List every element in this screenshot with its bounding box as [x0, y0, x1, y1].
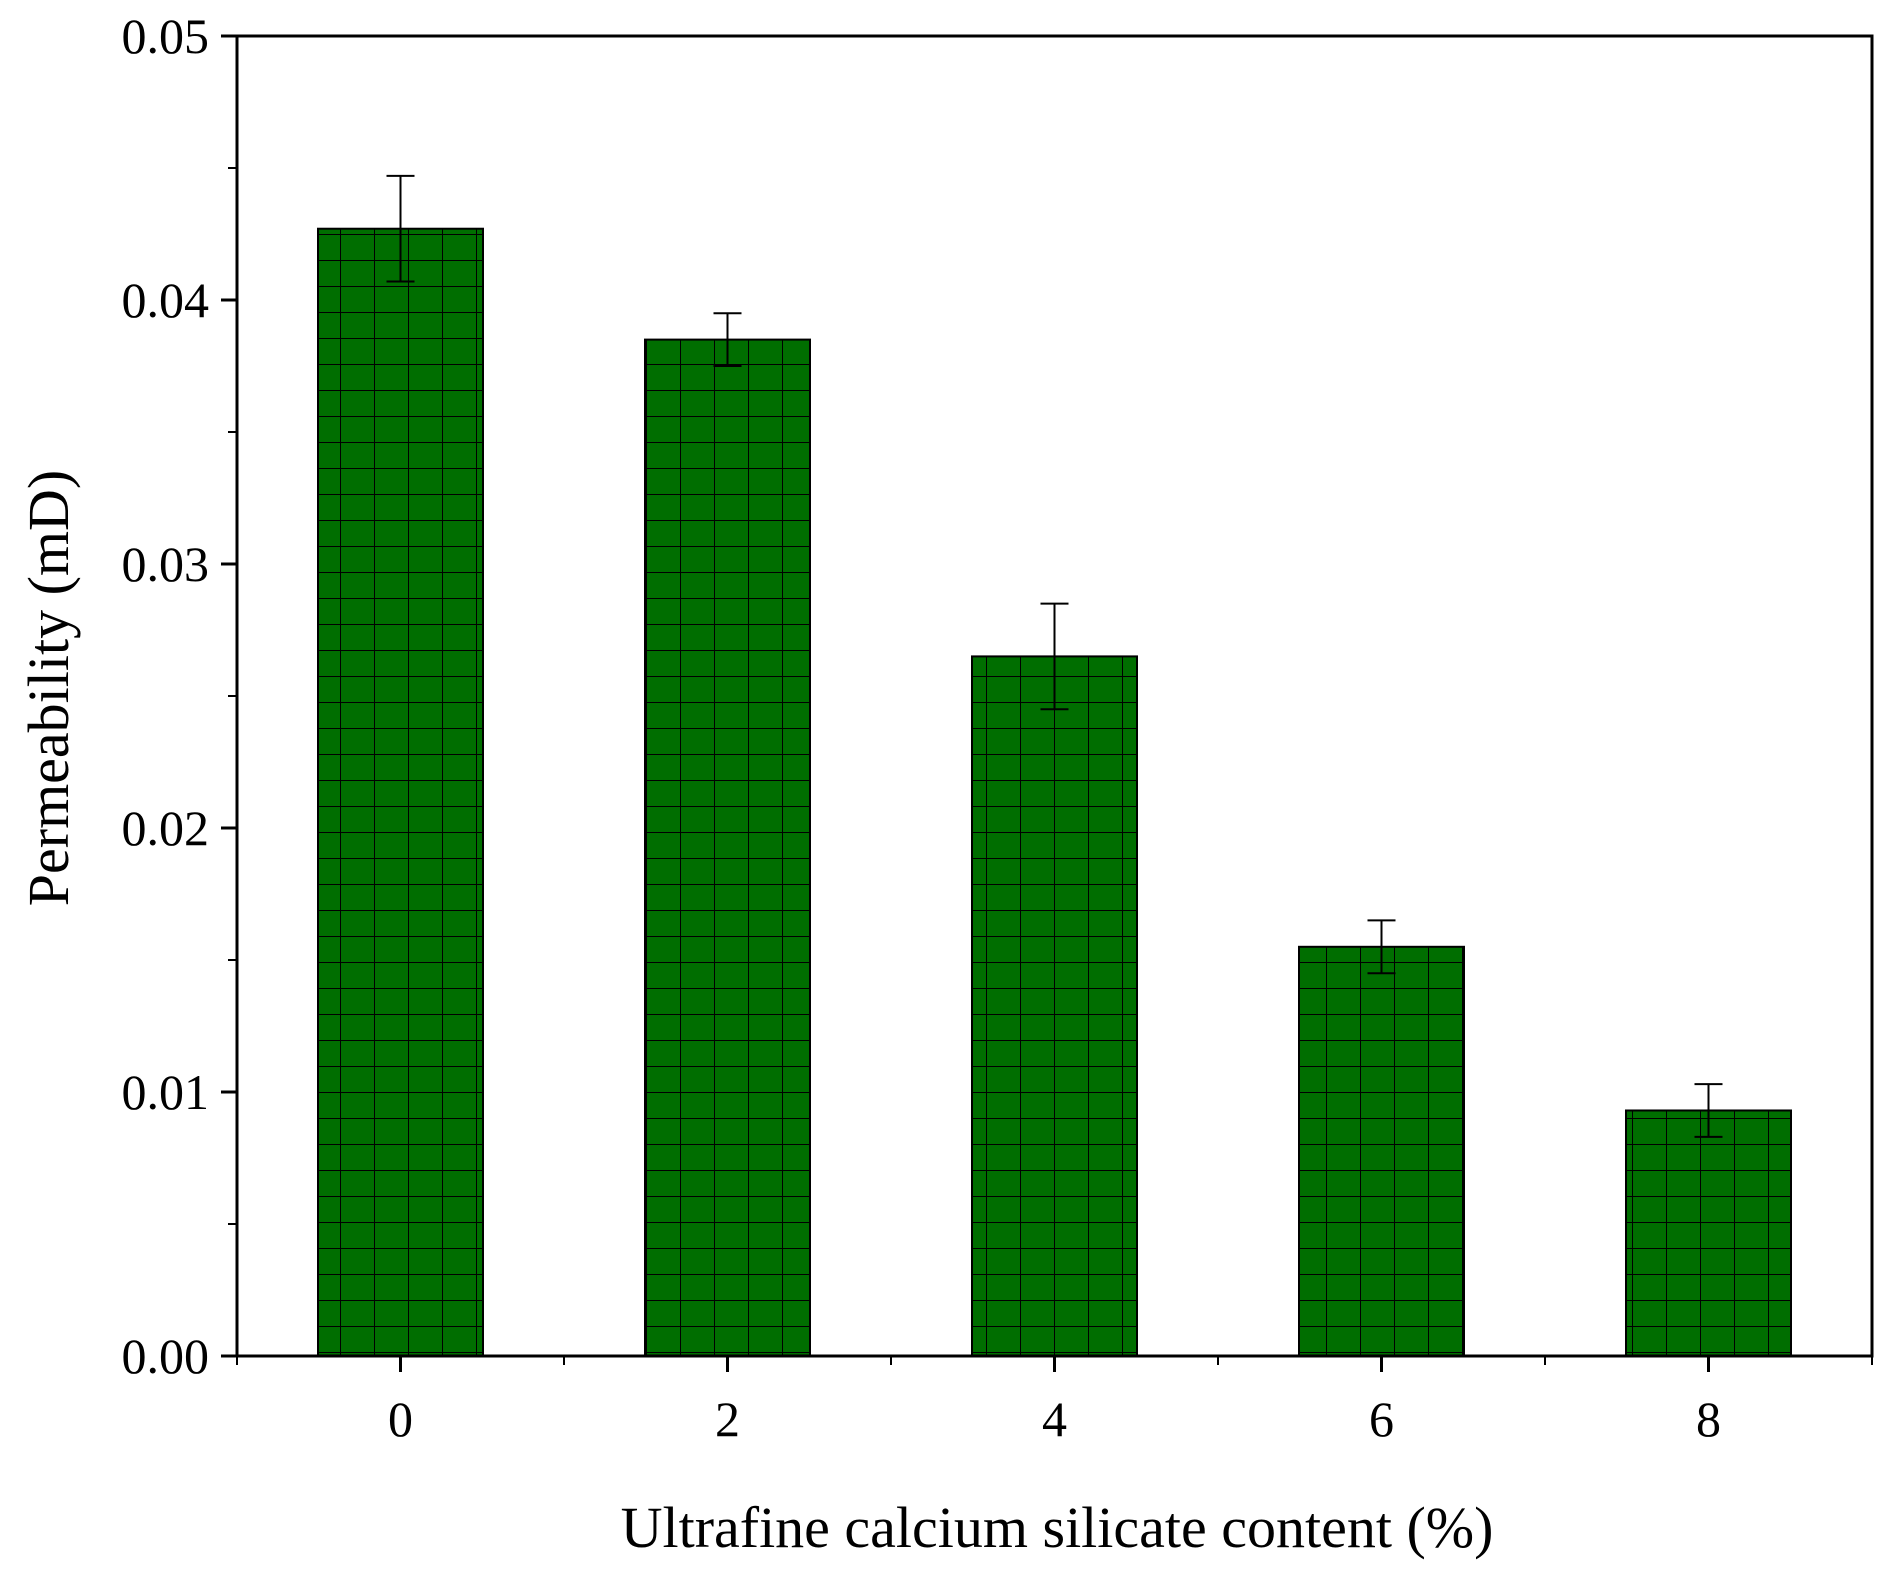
x-tick-label: 2	[715, 1391, 740, 1447]
bar-4	[971, 655, 1138, 1357]
bar-0	[317, 227, 484, 1358]
y-tick-label: 0.04	[122, 272, 210, 328]
bar-2	[644, 338, 811, 1358]
x-tick-label: 8	[1696, 1391, 1721, 1447]
y-tick-label: 0.02	[122, 800, 210, 856]
y-tick-label: 0.05	[122, 8, 210, 64]
x-axis-title: Ultrafine calcium silicate content (%)	[621, 1495, 1494, 1560]
y-tick-label: 0.03	[122, 536, 210, 592]
y-tick-label: 0.01	[122, 1064, 210, 1120]
bar-8	[1625, 1109, 1792, 1357]
x-tick-label: 4	[1042, 1391, 1067, 1447]
x-tick-label: 0	[388, 1391, 413, 1447]
x-tick-label: 6	[1369, 1391, 1394, 1447]
y-tick-label: 0.00	[122, 1328, 210, 1384]
y-axis-title: Permeability (mD)	[16, 470, 81, 907]
bar-6	[1298, 945, 1465, 1357]
